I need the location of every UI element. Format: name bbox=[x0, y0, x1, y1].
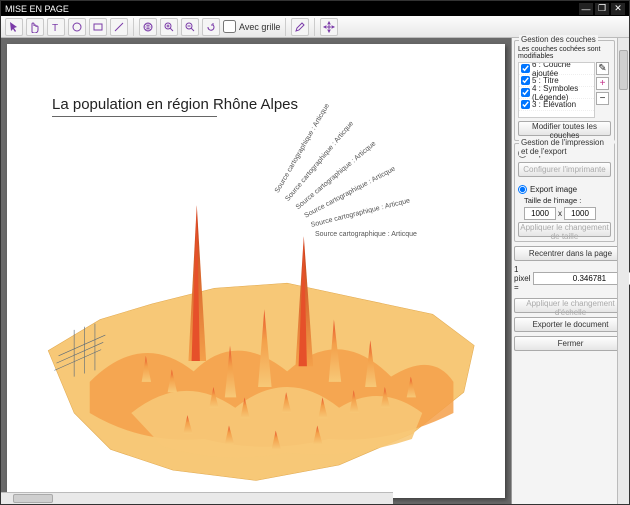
zoom-out-icon[interactable] bbox=[181, 18, 199, 36]
grid-checkbox-label: Avec grille bbox=[239, 22, 280, 32]
layer-label: 3 : Élévation bbox=[532, 100, 576, 109]
pixel-value-input[interactable] bbox=[533, 272, 630, 285]
map-title: La population en région Rhône Alpes bbox=[52, 96, 298, 117]
export-label: Export image bbox=[530, 185, 577, 194]
layer-label: 4 : Symboles (Légende) bbox=[532, 84, 592, 102]
app-window: MISE EN PAGE — ❐ ✕ T Avec grille La popu… bbox=[0, 0, 630, 505]
titlebar: MISE EN PAGE — ❐ ✕ bbox=[1, 1, 629, 16]
layer-add-icon[interactable]: + bbox=[596, 77, 609, 90]
horizontal-scrollbar[interactable] bbox=[1, 492, 393, 504]
page-canvas[interactable]: La population en région Rhône Alpes Sour… bbox=[7, 44, 505, 498]
line-icon[interactable] bbox=[110, 18, 128, 36]
apply-size-button[interactable]: Appliquer le changement de taille bbox=[518, 222, 611, 237]
pencil-icon[interactable] bbox=[291, 18, 309, 36]
layers-group: Gestion des couches Les couches cochées … bbox=[514, 40, 615, 141]
layers-subtitle: Les couches cochées sont modifiables bbox=[518, 46, 611, 60]
layers-group-title: Gestion des couches bbox=[519, 35, 598, 44]
move-icon[interactable] bbox=[320, 18, 338, 36]
print-export-group: Gestion de l'impression et de l'export I… bbox=[514, 143, 615, 242]
print-group-title: Gestion de l'impression et de l'export bbox=[519, 138, 614, 156]
hand-icon[interactable] bbox=[26, 18, 44, 36]
zoom-in-icon[interactable] bbox=[160, 18, 178, 36]
export-radio-input[interactable] bbox=[518, 185, 527, 194]
layer-checkbox[interactable] bbox=[521, 100, 530, 109]
image-height-input[interactable] bbox=[564, 207, 596, 220]
layer-row[interactable]: 4 : Symboles (Légende) bbox=[519, 87, 594, 99]
modify-all-layers-button[interactable]: Modifier toutes les couches bbox=[518, 121, 611, 136]
export-radio[interactable]: Export image bbox=[518, 183, 611, 196]
globe-icon[interactable] bbox=[139, 18, 157, 36]
vertical-scrollbar[interactable] bbox=[617, 38, 629, 504]
svg-text:T: T bbox=[52, 23, 58, 33]
grid-checkbox-input[interactable] bbox=[223, 20, 236, 33]
export-document-button[interactable]: Exporter le document bbox=[514, 317, 627, 332]
pixel-label: 1 pixel = bbox=[514, 265, 530, 292]
terrain-3d bbox=[17, 174, 495, 486]
layer-row[interactable]: 6 : Couche ajoutée bbox=[519, 63, 594, 75]
layer-checkbox[interactable] bbox=[521, 88, 530, 97]
text-icon[interactable]: T bbox=[47, 18, 65, 36]
canvas-area: La population en région Rhône Alpes Sour… bbox=[1, 38, 511, 504]
minimize-button[interactable]: — bbox=[579, 3, 593, 15]
image-width-input[interactable] bbox=[524, 207, 556, 220]
layer-edit-icon[interactable]: ✎ bbox=[596, 62, 609, 75]
refresh-icon[interactable] bbox=[202, 18, 220, 36]
layer-remove-icon[interactable]: − bbox=[596, 92, 609, 105]
configure-printer-button[interactable]: Configurer l'imprimante bbox=[518, 162, 611, 177]
rect-icon[interactable] bbox=[89, 18, 107, 36]
close-panel-button[interactable]: Fermer bbox=[514, 336, 627, 351]
window-title: MISE EN PAGE bbox=[5, 4, 69, 14]
layer-checkbox[interactable] bbox=[521, 76, 530, 85]
grid-checkbox[interactable]: Avec grille bbox=[223, 20, 280, 33]
layer-list[interactable]: 6 : Couche ajoutée 5 : Titre 4 : Symbole… bbox=[518, 62, 595, 118]
close-button[interactable]: ✕ bbox=[611, 3, 625, 15]
pointer-icon[interactable] bbox=[5, 18, 23, 36]
circle-icon[interactable] bbox=[68, 18, 86, 36]
maximize-button[interactable]: ❐ bbox=[595, 3, 609, 15]
x-label: x bbox=[558, 209, 562, 218]
side-panel: Gestion des couches Les couches cochées … bbox=[511, 38, 629, 504]
image-size-label: Taille de l'image : bbox=[524, 196, 611, 205]
content-area: La population en région Rhône Alpes Sour… bbox=[1, 38, 629, 504]
layer-checkbox[interactable] bbox=[521, 64, 530, 73]
apply-scale-button[interactable]: Appliquer le changement d'échelle bbox=[514, 298, 627, 313]
recenter-button[interactable]: Recentrer dans la page bbox=[514, 246, 627, 261]
